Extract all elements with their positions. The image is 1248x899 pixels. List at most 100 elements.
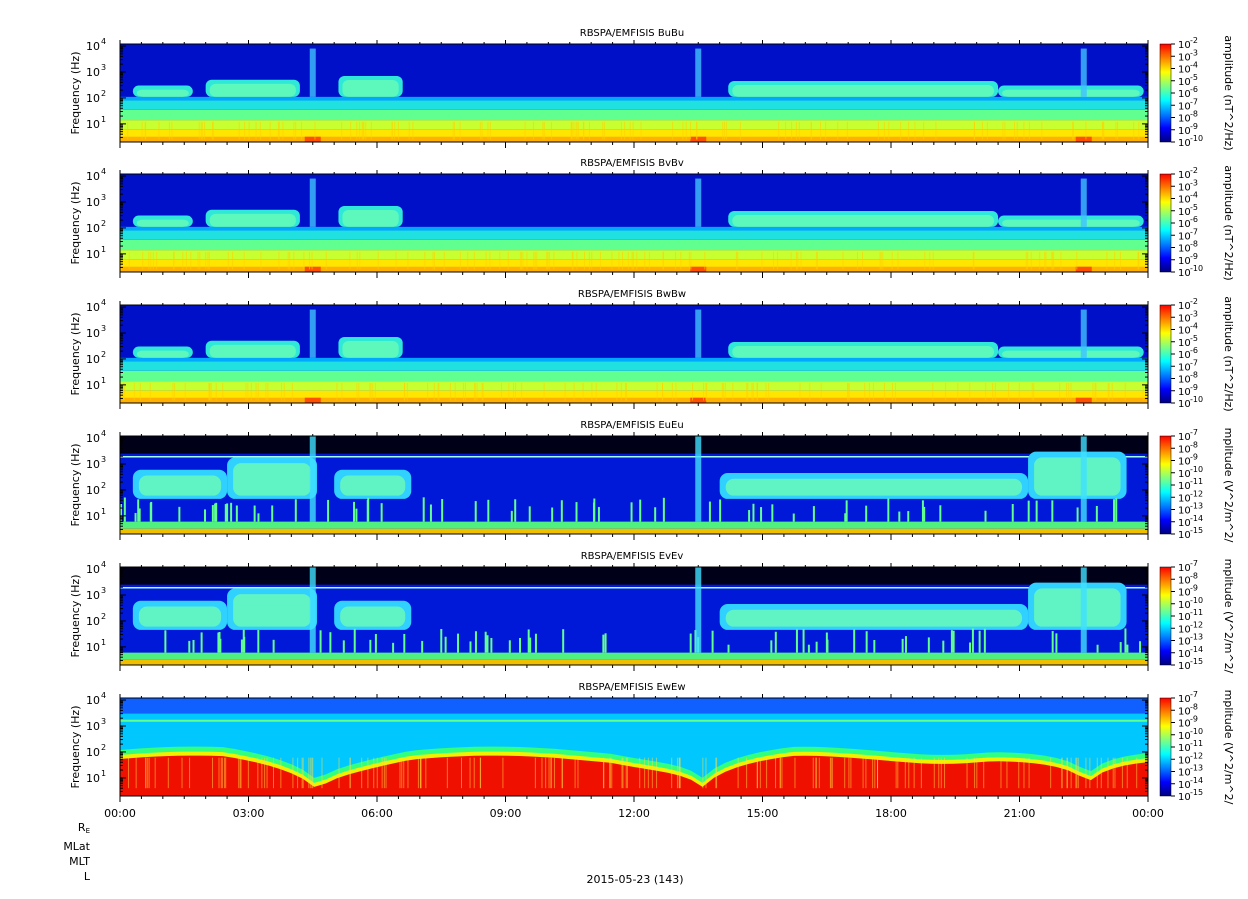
y-tick-label: 10 (86, 563, 100, 576)
ephemeris-row-label: MLT (69, 855, 90, 868)
y-tick-exponent: 4 (101, 691, 106, 700)
colorbar-tick-exponent: -6 (1190, 346, 1198, 355)
colorbar-tick-exponent: -11 (1190, 608, 1203, 617)
colorbar-tick-exponent: -9 (1190, 584, 1198, 593)
colorbar-gradient (1159, 173, 1172, 273)
colorbar-tick-exponent: -13 (1190, 764, 1203, 773)
y-tick-exponent: 3 (101, 455, 106, 464)
y-tick-label: 10 (86, 484, 100, 497)
colorbar-tick-label: 10 (1178, 600, 1191, 611)
colorbar-tick-label: 10 (1178, 575, 1191, 586)
colorbar-tick-exponent: -12 (1190, 620, 1203, 629)
y-tick-exponent: 1 (101, 507, 106, 516)
colorbar-tick-exponent: -11 (1190, 739, 1203, 748)
y-tick-label: 10 (86, 720, 100, 733)
colorbar-tick-exponent: -9 (1190, 383, 1198, 392)
colorbar-tick-exponent: -3 (1190, 178, 1198, 187)
y-tick-exponent: 1 (101, 245, 106, 254)
y-axis-label: Frequency (Hz) (69, 52, 82, 135)
y-tick-exponent: 4 (101, 37, 106, 46)
colorbar: 10-210-310-410-510-610-710-810-910-10 amp… (1159, 35, 1235, 151)
colorbar-tick-exponent: -7 (1190, 97, 1198, 106)
colorbar-tick-label: 10 (1178, 755, 1191, 766)
colorbar-tick-label: 10 (1178, 375, 1191, 386)
panel-title: RBSPA/EMFISIS BuBu (580, 28, 684, 39)
colorbar-tick-label: 10 (1178, 518, 1191, 529)
colorbar-tick-exponent: -13 (1190, 633, 1203, 642)
colorbar-tick-exponent: -9 (1190, 453, 1198, 462)
y-tick-label: 10 (86, 694, 100, 707)
colorbar-tick-label: 10 (1178, 706, 1191, 717)
y-tick-exponent: 2 (101, 481, 106, 490)
colorbar-label: mplitude (V^2/m^2/ (1222, 428, 1235, 543)
colorbar-tick-label: 10 (1178, 301, 1191, 312)
colorbar-tick-exponent: -5 (1190, 73, 1198, 82)
colorbar-tick-exponent: -2 (1190, 36, 1198, 45)
y-tick-label: 10 (86, 40, 100, 53)
colorbar-tick-label: 10 (1178, 52, 1191, 63)
colorbar-tick-exponent: -2 (1190, 166, 1198, 175)
colorbar-tick-exponent: -14 (1190, 514, 1203, 523)
y-tick-exponent: 4 (101, 298, 106, 307)
y-tick-label: 10 (86, 301, 100, 314)
colorbar-gradient (1159, 697, 1172, 797)
y-tick-label: 10 (86, 222, 100, 235)
colorbar-tick-exponent: -4 (1190, 61, 1198, 70)
colorbar-label: amplitude (nT^2/Hz) (1222, 35, 1235, 150)
y-tick-exponent: 3 (101, 63, 106, 72)
colorbar-tick-exponent: -9 (1190, 252, 1198, 261)
colorbar-tick-label: 10 (1178, 101, 1191, 112)
y-tick-exponent: 2 (101, 350, 106, 359)
colorbar-gradient (1159, 566, 1172, 666)
colorbar-tick-label: 10 (1178, 231, 1191, 242)
colorbar-tick-exponent: -10 (1190, 395, 1203, 404)
colorbar-tick-label: 10 (1178, 126, 1191, 137)
colorbar-tick-exponent: -8 (1190, 240, 1198, 249)
colorbar-tick-label: 10 (1178, 694, 1191, 705)
colorbar-label: mplitude (V^2/m^2/ (1222, 559, 1235, 674)
colorbar-tick-exponent: -10 (1190, 596, 1203, 605)
y-tick-exponent: 3 (101, 193, 106, 202)
colorbar-tick-exponent: -11 (1190, 477, 1203, 486)
colorbar-tick-label: 10 (1178, 637, 1191, 648)
colorbar-tick-exponent: -8 (1190, 110, 1198, 119)
x-tick-label: 06:00 (361, 807, 393, 820)
panel-title: RBSPA/EMFISIS BwBw (578, 289, 686, 300)
colorbar-tick-exponent: -12 (1190, 489, 1203, 498)
y-tick-exponent: 2 (101, 219, 106, 228)
x-tick-label: 15:00 (747, 807, 779, 820)
colorbar-tick-label: 10 (1178, 530, 1191, 541)
y-axis-label: Frequency (Hz) (69, 313, 82, 396)
y-tick-label: 10 (86, 66, 100, 79)
y-tick-exponent: 3 (101, 324, 106, 333)
y-tick-exponent: 2 (101, 612, 106, 621)
panel-title: RBSPA/EMFISIS BvBv (580, 158, 684, 169)
colorbar-tick-exponent: -13 (1190, 502, 1203, 511)
colorbar-tick-exponent: -15 (1190, 526, 1203, 535)
colorbar-tick-label: 10 (1178, 362, 1191, 373)
colorbar-tick-label: 10 (1178, 89, 1191, 100)
colorbar-tick-exponent: -10 (1190, 727, 1203, 736)
colorbar-tick-exponent: -8 (1190, 702, 1198, 711)
colorbar-tick-label: 10 (1178, 469, 1191, 480)
y-tick-label: 10 (86, 641, 100, 654)
colorbar-tick-label: 10 (1178, 780, 1191, 791)
colorbar-tick-label: 10 (1178, 649, 1191, 660)
colorbar-tick-label: 10 (1178, 719, 1191, 730)
colorbar-tick-label: 10 (1178, 338, 1191, 349)
ephemeris-row-label: L (83, 870, 90, 883)
colorbar-tick-label: 10 (1178, 313, 1191, 324)
y-tick-exponent: 1 (101, 376, 106, 385)
colorbar-tick-exponent: -9 (1190, 122, 1198, 131)
spectrogram-image (120, 44, 1148, 142)
colorbar-gradient (1159, 435, 1172, 535)
colorbar-tick-label: 10 (1178, 170, 1191, 181)
colorbar-tick-exponent: -12 (1190, 751, 1203, 760)
y-tick-label: 10 (86, 615, 100, 628)
